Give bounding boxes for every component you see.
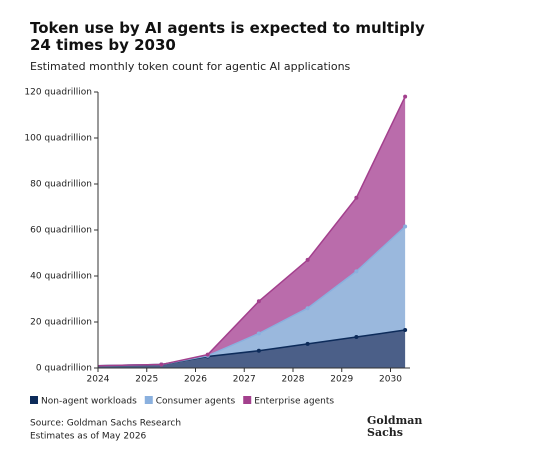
legend-label: Non-agent workloads — [41, 397, 137, 407]
point — [256, 331, 261, 336]
point — [403, 224, 408, 229]
y-tick-label: 80 quadrillion — [30, 180, 92, 190]
y-tick-label: 60 quadrillion — [30, 226, 92, 236]
y-tick-label: 0 quadrillion — [36, 364, 92, 374]
point — [305, 306, 310, 311]
legend-label: Consumer agents — [156, 397, 236, 407]
point — [205, 352, 210, 357]
logo: Sachs — [367, 426, 403, 439]
point — [159, 362, 164, 367]
area — [98, 330, 406, 368]
chart-title: Token use by AI agents is expected to mu… — [30, 19, 425, 54]
y-tick-label: 20 quadrillion — [30, 318, 92, 328]
legend-label: Enterprise agents — [254, 397, 334, 407]
point — [354, 269, 359, 274]
point — [305, 341, 310, 346]
point — [354, 334, 359, 339]
legend-swatch — [243, 396, 252, 404]
point — [403, 94, 408, 99]
x-tick-label: 2027 — [233, 375, 256, 385]
note: Estimates as of May 2026 — [30, 432, 147, 442]
point — [256, 299, 261, 304]
area — [98, 226, 406, 366]
x-tick-label: 2030 — [379, 375, 402, 385]
area — [98, 96, 406, 366]
point — [256, 348, 261, 353]
source: Source: Goldman Sachs Research — [30, 419, 181, 429]
y-tick-label: 120 quadrillion — [24, 88, 92, 98]
x-tick-label: 2028 — [282, 375, 305, 385]
y-tick-label: 40 quadrillion — [30, 272, 92, 282]
legend-swatch — [144, 396, 153, 404]
x-tick-label: 2025 — [135, 375, 158, 385]
logo: Goldman — [367, 414, 422, 427]
chart-subtitle: Estimated monthly token count for agenti… — [30, 60, 351, 73]
point — [305, 257, 310, 262]
point — [354, 195, 359, 200]
y-tick-label: 100 quadrillion — [24, 134, 92, 144]
legend-swatch — [30, 396, 38, 404]
point — [403, 328, 408, 333]
x-tick-label: 2029 — [330, 375, 353, 385]
x-tick-label: 2026 — [184, 375, 207, 385]
x-tick-label: 2024 — [87, 375, 110, 385]
